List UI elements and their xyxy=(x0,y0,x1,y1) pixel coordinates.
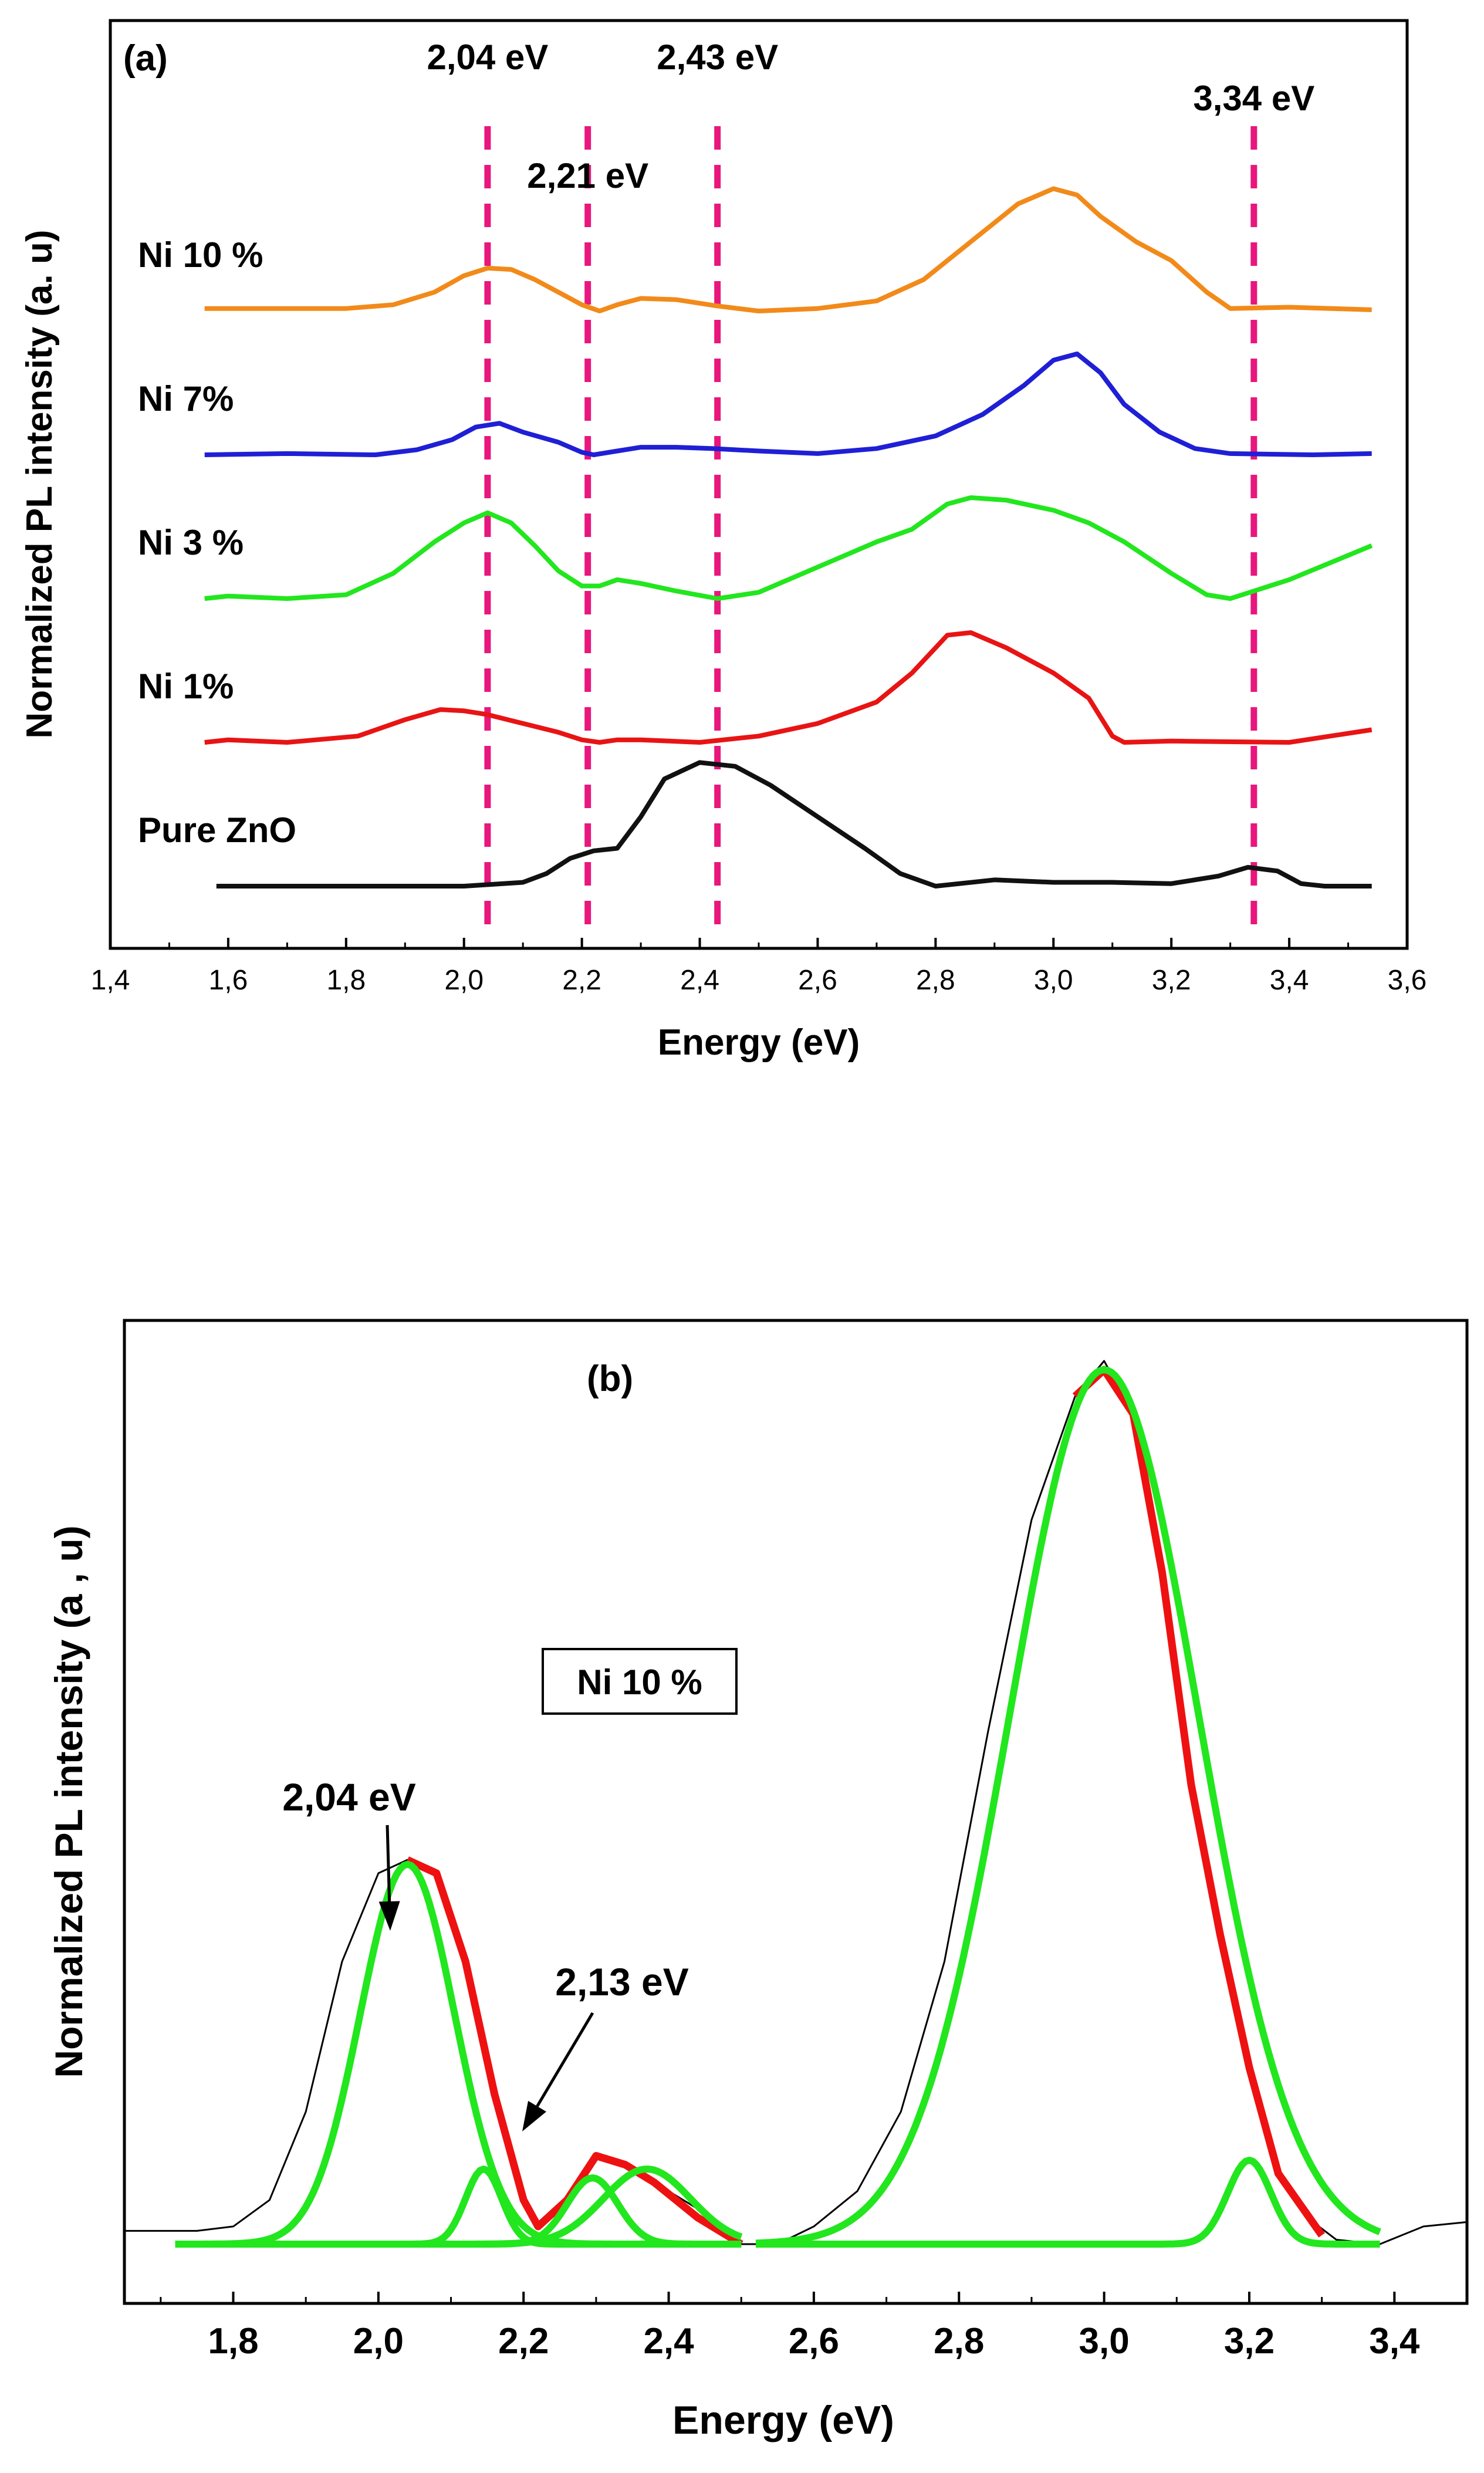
panel-b-label: (b) xyxy=(587,1359,633,1399)
reference-line-label-2: 2,43 eV xyxy=(657,38,778,77)
annotation-label-0: 2,04 eV xyxy=(282,1775,416,1819)
series-line-gaussian-3-20-ev xyxy=(756,2157,1380,2248)
panel-b: (b) Ni 10 % 2,04 eV 2,13 eV 1,8 2,0 2,2 2,4 2… xyxy=(47,1319,1469,2442)
series-label-ni-10: Ni 10 % xyxy=(138,235,263,275)
annotation-label-1: 2,13 eV xyxy=(555,1960,689,2004)
x-tick-label: 1,8 xyxy=(208,2321,258,2361)
panel-b-series xyxy=(124,1360,1468,2248)
x-tick-label: 2,2 xyxy=(562,965,601,996)
x-tick-label: 1,4 xyxy=(91,965,130,996)
series-label-ni-3: Ni 3 % xyxy=(138,523,244,562)
panel-b-x-ticks: 1,8 2,0 2,2 2,4 2,6 2,8 3,0 3,2 3,4 xyxy=(160,2292,1420,2361)
x-tick-label: 2,2 xyxy=(498,2321,549,2361)
series-line-ni-10 xyxy=(204,186,1372,313)
reference-line-label-0: 2,04 eV xyxy=(427,38,548,77)
series-label-ni-1: Ni 1% xyxy=(138,667,234,706)
series-line-pure-zno xyxy=(216,760,1372,888)
series-line-gaussian-3-00-ev xyxy=(755,1366,1381,2247)
x-tick-label: 1,8 xyxy=(326,965,366,996)
x-tick-label: 3,4 xyxy=(1270,965,1309,996)
panel-a-series xyxy=(204,186,1373,888)
series-line-ni-1 xyxy=(204,630,1373,745)
series-line-ni-7 xyxy=(204,352,1372,457)
annotation-arrow-shaft-0 xyxy=(386,1825,391,1902)
panel-a-label: (a) xyxy=(123,38,168,79)
panel-a-x-axis-title: Energy (eV) xyxy=(658,1022,860,1063)
x-tick-label: 3,0 xyxy=(1034,965,1073,996)
x-tick-label: 2,4 xyxy=(643,2321,694,2361)
panel-b-x-axis-title: Energy (eV) xyxy=(672,2398,894,2442)
panel-a-series-labels: Ni 10 % Ni 7% Ni 3 % Ni 1% Pure ZnO xyxy=(138,235,296,850)
series-line-gaussian-2-37-ev xyxy=(175,2165,743,2248)
panel-a-y-axis-title: Normalized PL intensity (a. u) xyxy=(19,229,60,738)
reference-line-label-1: 2,21 eV xyxy=(527,156,648,195)
x-tick-label: 2,8 xyxy=(934,2321,984,2361)
sample-label-text: Ni 10 % xyxy=(577,1663,702,1702)
panel-a: (a) 2,04 eV 2,21 eV 2,43 eV 3,34 eV Ni 10 %… xyxy=(19,19,1427,1063)
panel-b-frame xyxy=(123,1319,1469,2305)
x-tick-label: 3,6 xyxy=(1388,965,1427,996)
x-tick-label: 2,6 xyxy=(789,2321,839,2361)
panel-a-frame xyxy=(109,19,1409,950)
panel-a-reference-lines: 2,04 eV 2,21 eV 2,43 eV 3,34 eV xyxy=(427,38,1314,933)
x-tick-label: 2,4 xyxy=(680,965,719,996)
reference-line-label-3: 3,34 eV xyxy=(1193,79,1314,118)
x-tick-label: 3,2 xyxy=(1224,2321,1275,2361)
series-label-pure-zno: Pure ZnO xyxy=(138,810,296,850)
x-tick-label: 2,6 xyxy=(798,965,837,996)
x-tick-label: 3,2 xyxy=(1152,965,1191,996)
sample-label-box: Ni 10 % xyxy=(542,1648,738,1715)
x-tick-label: 2,0 xyxy=(353,2321,404,2361)
panel-b-annotations: 2,04 eV 2,13 eV xyxy=(282,1775,689,2131)
x-tick-label: 2,8 xyxy=(916,965,955,996)
annotation-arrow-shaft-1 xyxy=(536,2012,594,2107)
annotation-arrow-head-0 xyxy=(378,1901,400,1931)
x-tick-label: 1,6 xyxy=(209,965,248,996)
panel-a-x-ticks: 1,4 1,6 1,8 2,0 2,2 2,4 2,6 2,8 3,0 3,2 3,4 3,6 xyxy=(91,938,1427,996)
x-tick-label: 3,4 xyxy=(1369,2321,1420,2361)
panel-b-y-axis-title: Normalized PL intensity (a , u) xyxy=(47,1525,90,2077)
series-line-ni-3 xyxy=(204,495,1373,601)
sample-label-frame xyxy=(542,1648,738,1715)
series-line-fit-envelope xyxy=(405,1366,1325,2248)
x-tick-label: 2,0 xyxy=(444,965,484,996)
x-tick-label: 3,0 xyxy=(1079,2321,1130,2361)
annotation-arrow-head-1 xyxy=(522,2100,547,2131)
series-label-ni-7: Ni 7% xyxy=(138,379,234,418)
